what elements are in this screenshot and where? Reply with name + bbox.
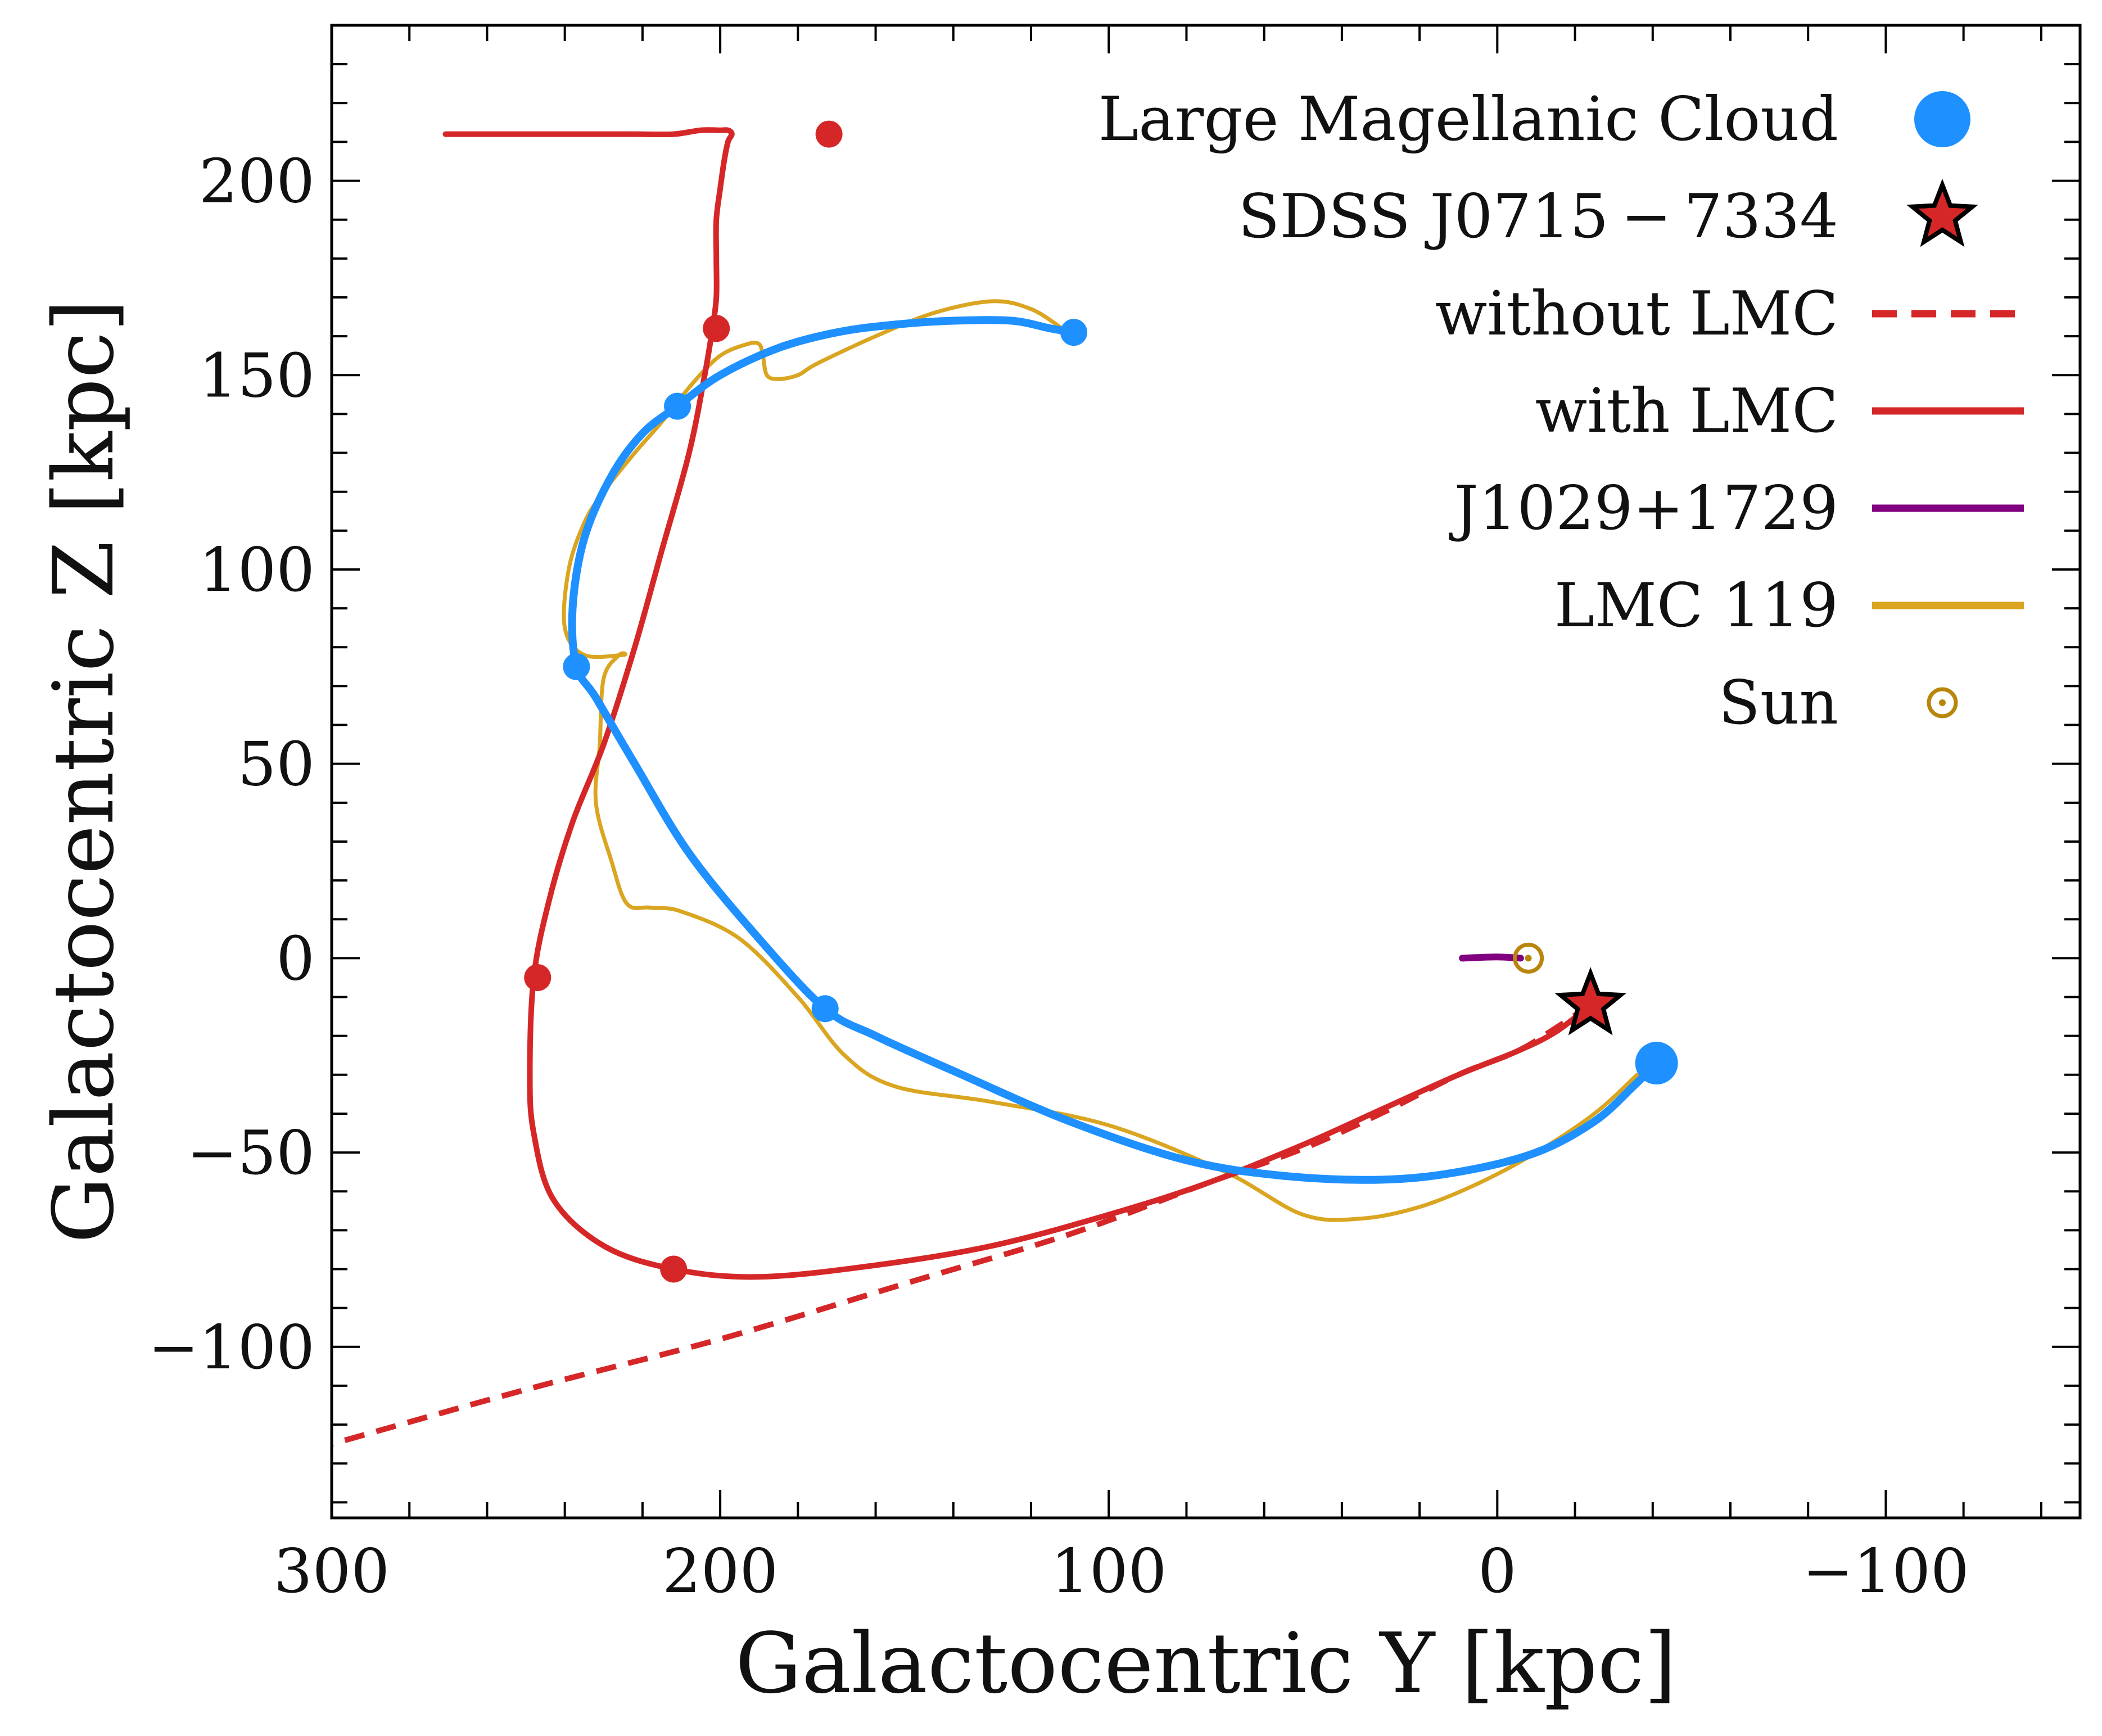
x-tick-label: 200 [662, 1536, 778, 1607]
orbit-point-with-lmc [815, 120, 843, 148]
legend-label-large-magellanic-cloud: Large Magellanic Cloud [1099, 84, 1838, 155]
legend-label-with-lmc: with LMC [1535, 376, 1838, 446]
y-axis-label: Galactocentric Z [kpc] [35, 299, 132, 1243]
sun-marker [1513, 942, 1544, 974]
legend-label-sdss-j0715-7334: SDSS J0715 − 7334 [1238, 182, 1838, 252]
legend-marker-lmc [1914, 91, 1970, 147]
orbit-point-lmc [1060, 319, 1088, 346]
orbit-point-with-lmc [703, 315, 730, 342]
orbit-point-lmc [563, 653, 590, 680]
y-tick-label: 100 [199, 535, 315, 605]
legend-label-j1029-1729: J1029+1729 [1449, 473, 1839, 544]
orbit-point-with-lmc [524, 964, 552, 991]
axes-frame [330, 24, 2082, 1520]
y-tick-label: 200 [199, 147, 315, 217]
series-line-lmc-119 [562, 299, 1639, 1222]
sun-marker-dot [1525, 955, 1532, 962]
legend-label-sun: Sun [1719, 668, 1838, 738]
series-line-with-lmc [442, 127, 1594, 1280]
legend-marker-sun [1927, 687, 1958, 718]
orbit-point-lmc [811, 995, 839, 1023]
orbit-point-lmc [1635, 1042, 1678, 1085]
orbit-point-with-lmc [660, 1255, 688, 1283]
series-line-j1029-1729 [1459, 953, 1524, 962]
axis-ticks [331, 24, 2080, 1518]
tick-labels: 300 200 100 0 −100 200 150 100 50 0 −50 −100 [148, 147, 1969, 1607]
legend-marker-star [1906, 178, 1978, 247]
series-line-without-lmc [332, 1002, 1592, 1447]
y-tick-label: 0 [276, 924, 315, 994]
legend: Large Magellanic Cloud SDSS J0715 − 7334 w… [1099, 84, 2024, 738]
x-axis-label: Galactocentric Y [kpc] [735, 1615, 1676, 1712]
x-tick-label: 300 [274, 1536, 390, 1607]
legend-marker-sun-dot [1939, 699, 1946, 706]
sdss-star-marker [1554, 967, 1627, 1036]
y-tick-label: −100 [148, 1313, 315, 1383]
y-tick-label: 50 [238, 730, 315, 800]
legend-label-lmc-119: LMC 119 [1554, 571, 1838, 641]
legend-label-without-lmc: without LMC [1435, 279, 1838, 349]
x-tick-label: −100 [1802, 1536, 1969, 1607]
y-tick-label: 150 [199, 341, 315, 411]
x-tick-label: 100 [1051, 1536, 1167, 1607]
plot-frame [330, 24, 2082, 1520]
plot-area [332, 120, 1678, 1447]
series-line-lmc [568, 316, 1661, 1184]
y-tick-label: −50 [187, 1118, 315, 1188]
x-tick-label: 0 [1478, 1536, 1517, 1607]
orbit-point-lmc [664, 392, 691, 420]
